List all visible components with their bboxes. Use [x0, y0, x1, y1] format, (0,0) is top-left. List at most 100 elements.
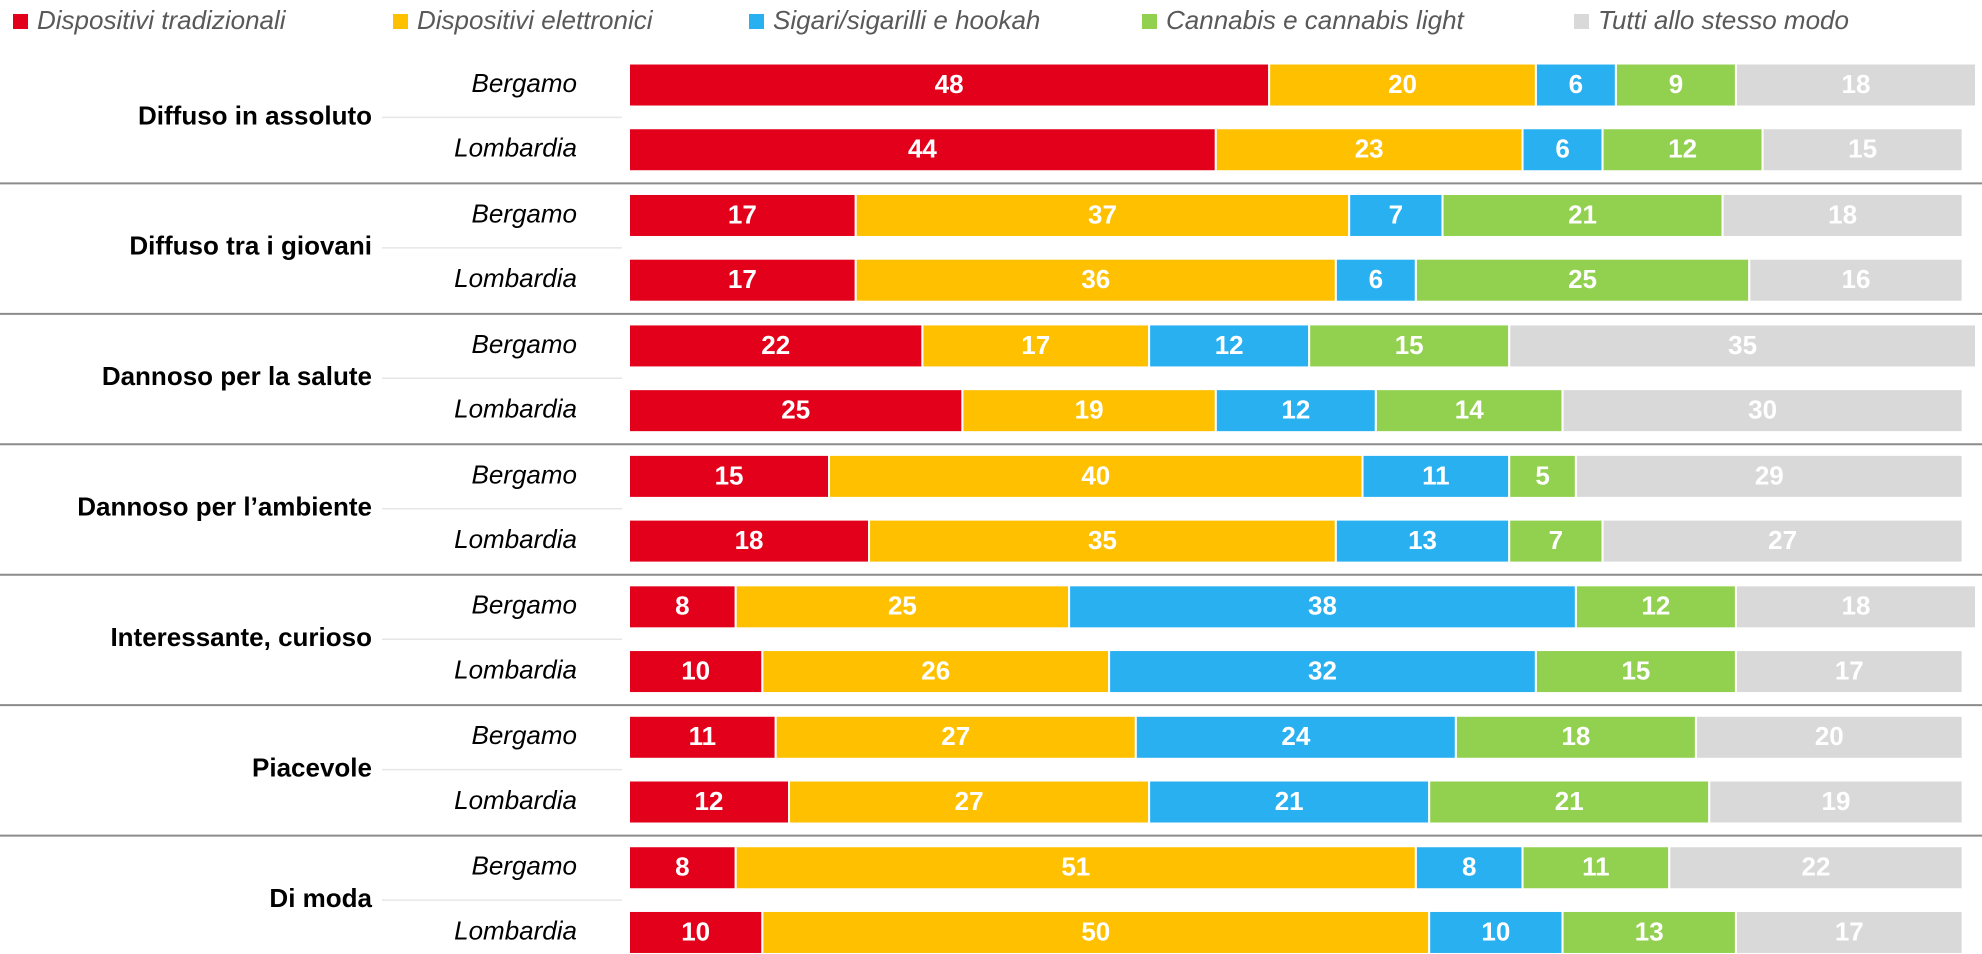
value-label: 22: [761, 330, 790, 360]
value-label: 18: [1842, 591, 1871, 621]
bar-segment: [1708, 779, 1964, 825]
row-label: Bergamo: [472, 198, 578, 228]
bar-segment: [1521, 127, 1604, 173]
legend-swatch: [393, 14, 408, 29]
legend-label: Dispositivi elettronici: [417, 5, 654, 35]
value-label: 18: [1842, 69, 1871, 99]
value-label: 48: [935, 69, 964, 99]
value-label: 20: [1388, 69, 1417, 99]
bar-segment: [734, 584, 1071, 630]
legend-swatch: [1574, 14, 1589, 29]
bar-segment: [1414, 845, 1524, 891]
value-label: 36: [1081, 264, 1110, 294]
value-label: 11: [1422, 460, 1450, 490]
value-label: 10: [681, 655, 710, 685]
bar-segment: [1374, 388, 1564, 434]
value-label: 18: [735, 525, 764, 555]
bar-segment: [1694, 714, 1964, 760]
row-label: Bergamo: [472, 590, 578, 620]
bar-segment: [828, 453, 1364, 499]
bar-segment: [1734, 584, 1977, 630]
value-label: 8: [1462, 852, 1476, 882]
value-label: 6: [1569, 69, 1583, 99]
value-label: 25: [888, 591, 917, 621]
bar-segment: [1574, 584, 1737, 630]
bar-segment: [1414, 257, 1751, 303]
row-label: Lombardia: [454, 133, 577, 163]
value-label: 35: [1728, 330, 1757, 360]
value-label: 21: [1568, 199, 1597, 229]
value-label: 17: [728, 264, 757, 294]
bar-segment: [628, 909, 764, 954]
value-label: 27: [1768, 525, 1797, 555]
row-label: Bergamo: [472, 720, 578, 750]
bar-segment: [1214, 388, 1377, 434]
legend-swatch: [1142, 14, 1157, 29]
bar-segment: [628, 649, 764, 695]
bar-segment: [1561, 909, 1737, 954]
bar-segment: [1508, 323, 1977, 369]
value-label: 27: [941, 721, 970, 751]
bar-segment: [1428, 779, 1711, 825]
value-label: 18: [1828, 199, 1857, 229]
legend-swatch: [13, 14, 28, 29]
legend-label: Tutti allo stesso modo: [1598, 5, 1849, 35]
bar-segment: [1268, 62, 1537, 108]
row-label: Lombardia: [454, 785, 577, 815]
bar-segment: [1668, 845, 1964, 891]
value-label: 50: [1081, 916, 1110, 946]
value-label: 37: [1088, 199, 1117, 229]
bar-segment: [628, 845, 737, 891]
bar-segment: [1734, 909, 1964, 954]
legend-swatch: [749, 14, 764, 29]
value-label: 17: [1835, 916, 1864, 946]
bar-segment: [1441, 192, 1724, 238]
value-label: 32: [1308, 655, 1337, 685]
value-label: 18: [1561, 721, 1590, 751]
bar-segment: [628, 388, 964, 434]
value-label: 17: [1021, 330, 1050, 360]
value-label: 23: [1355, 134, 1384, 164]
row-label: Lombardia: [454, 263, 577, 293]
bar-segment: [1214, 127, 1524, 173]
bar-segment: [1734, 649, 1964, 695]
bar-segment: [1334, 257, 1417, 303]
bar-segment: [761, 649, 1111, 695]
bar-segment: [1521, 845, 1671, 891]
group-label: Dannoso per la salute: [102, 361, 372, 391]
row-label: Lombardia: [454, 654, 577, 684]
group-label: Diffuso tra i giovani: [129, 231, 372, 261]
bar-segment: [1614, 62, 1737, 108]
value-label: 10: [1481, 916, 1510, 946]
group-label: Interessante, curioso: [110, 622, 372, 652]
legend-label: Cannabis e cannabis light: [1166, 5, 1466, 35]
bar-segment: [1361, 453, 1511, 499]
value-label: 11: [1582, 852, 1610, 882]
value-label: 12: [695, 786, 724, 816]
bar-segment: [1508, 518, 1604, 564]
value-label: 7: [1389, 199, 1403, 229]
bar-segment: [1601, 127, 1764, 173]
bar-segment: [628, 192, 857, 238]
value-label: 51: [1061, 852, 1090, 882]
row-label: Bergamo: [472, 329, 578, 359]
value-label: 13: [1635, 916, 1664, 946]
row-label: Lombardia: [454, 915, 577, 945]
bar-segment: [1601, 518, 1964, 564]
value-label: 44: [908, 134, 937, 164]
row-label: Lombardia: [454, 394, 577, 424]
value-label: 5: [1535, 460, 1549, 490]
value-label: 21: [1555, 786, 1584, 816]
group-label: Diffuso in assoluto: [138, 100, 372, 130]
bar-segment: [1348, 192, 1444, 238]
bar-segment: [1334, 518, 1511, 564]
value-label: 17: [1835, 655, 1864, 685]
value-label: 10: [681, 916, 710, 946]
value-label: 40: [1081, 460, 1110, 490]
value-label: 15: [1395, 330, 1424, 360]
value-label: 22: [1801, 852, 1830, 882]
bar-segment: [1534, 62, 1617, 108]
value-label: 8: [675, 852, 689, 882]
legend-label: Dispositivi tradizionali: [37, 5, 287, 35]
